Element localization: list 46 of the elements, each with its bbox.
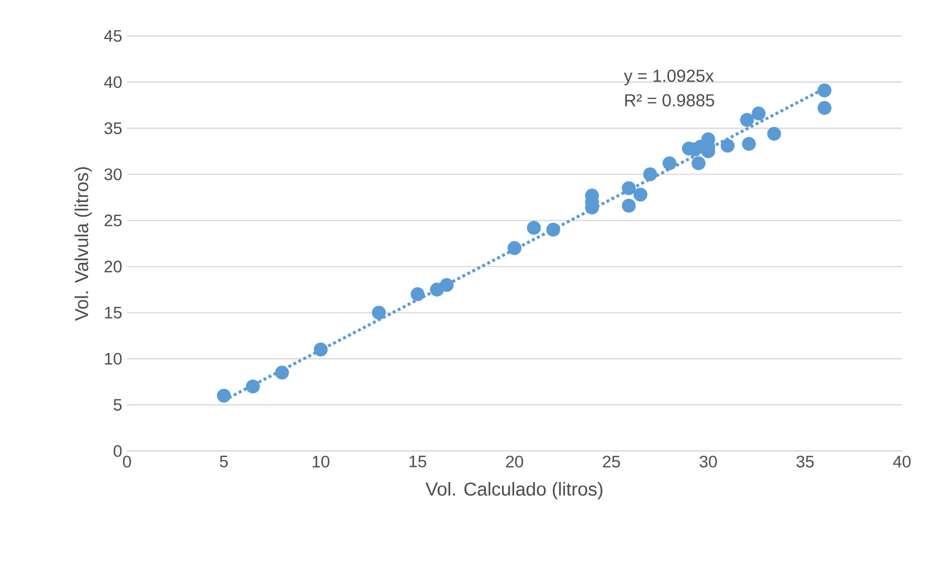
x-tick-label: 10 xyxy=(312,456,330,468)
point xyxy=(662,156,676,170)
annotation: R² = 0.9885 xyxy=(625,94,714,106)
x-tick-label: 5 xyxy=(220,456,228,468)
point xyxy=(622,198,636,213)
point xyxy=(526,220,541,235)
point xyxy=(643,167,658,182)
y-tick-label: 5 xyxy=(114,399,122,411)
x-tick-label: 30 xyxy=(700,456,717,468)
x-tick-label: 25 xyxy=(602,456,620,468)
x-tick-label: 15 xyxy=(410,456,426,468)
point xyxy=(767,126,782,141)
x-tick-label: 0 xyxy=(123,456,131,468)
point xyxy=(216,388,231,403)
point xyxy=(692,156,706,170)
y-tick-label: 30 xyxy=(104,168,122,180)
point xyxy=(440,278,454,292)
point xyxy=(634,188,648,202)
point xyxy=(742,136,756,151)
x-tick-label: 20 xyxy=(506,456,524,468)
x-tick-label: 40 xyxy=(893,456,911,468)
point xyxy=(314,342,328,356)
point xyxy=(410,287,425,302)
point xyxy=(818,101,832,115)
y-tick-label: 10 xyxy=(105,352,122,365)
point xyxy=(546,222,560,237)
point xyxy=(818,83,832,98)
y-tick-label: 35 xyxy=(104,122,122,134)
point xyxy=(372,306,386,320)
point xyxy=(622,181,636,196)
point xyxy=(508,241,522,256)
point xyxy=(752,106,766,120)
y-tick-label: 0 xyxy=(114,445,122,457)
x-tick-label: 35 xyxy=(796,456,814,468)
y-tick-label: 45 xyxy=(104,30,122,42)
y-tick-label: 25 xyxy=(104,214,122,226)
y-axis-title: Vol. Valvula (litros) xyxy=(74,167,92,321)
y-tick-label: 20 xyxy=(104,260,122,272)
point xyxy=(246,380,260,394)
y-tick-label: 15 xyxy=(105,306,122,318)
annotation: y = 1.0925x xyxy=(624,70,714,86)
point xyxy=(740,112,754,127)
x-axis-title: Vol. Calculado (litros) xyxy=(426,482,602,500)
y-tick-label: 40 xyxy=(104,76,122,88)
point xyxy=(275,366,289,380)
point xyxy=(720,138,735,153)
